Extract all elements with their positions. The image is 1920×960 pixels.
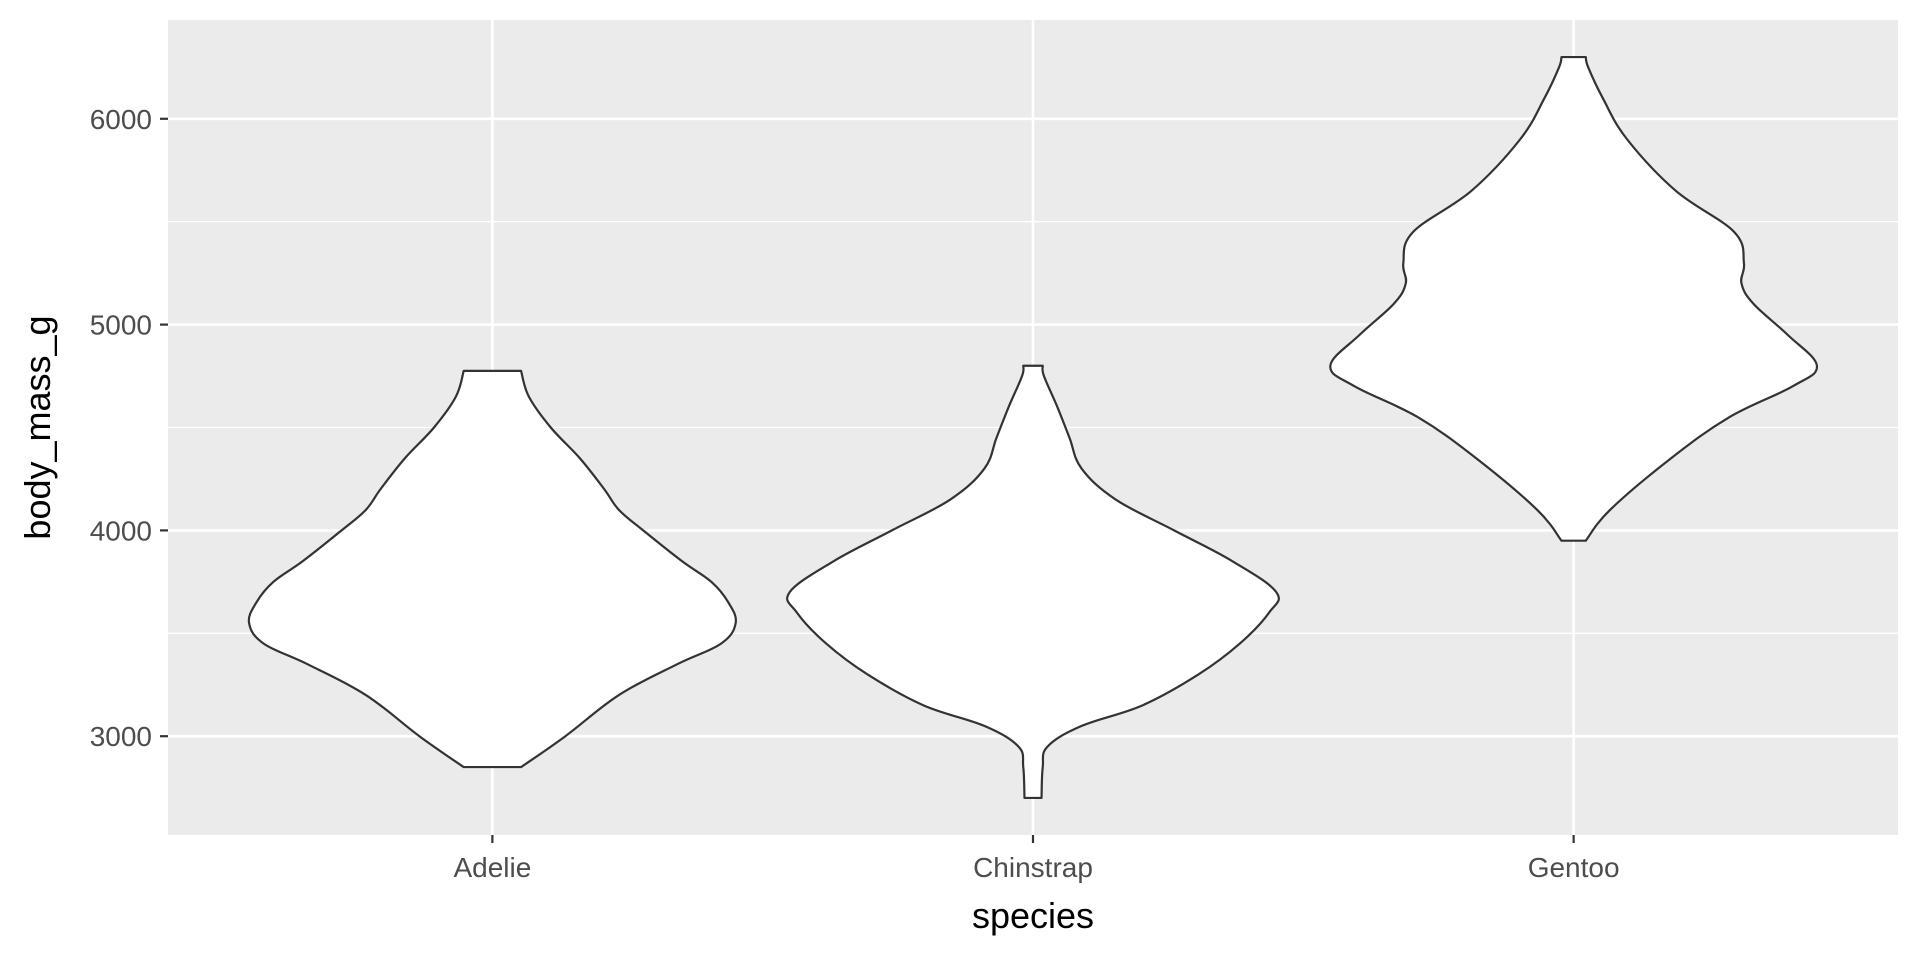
y-tick-label: 3000 (90, 721, 152, 752)
x-tick-label: Gentoo (1528, 852, 1620, 883)
violins (247, 55, 1819, 800)
axes: 3000 4000 5000 6000 Adelie Chinstrap Gentoo (90, 104, 1620, 883)
y-tick-label: 6000 (90, 104, 152, 135)
x-tick-label: Chinstrap (973, 852, 1093, 883)
violin-chinstrap (786, 364, 1280, 800)
y-tick-label: 4000 (90, 515, 152, 546)
y-tick-label: 5000 (90, 310, 152, 341)
violin-gentoo (1329, 55, 1819, 542)
violin-adelie (247, 369, 737, 769)
x-axis-title: species (972, 895, 1094, 936)
x-tick-label: Adelie (453, 852, 531, 883)
y-axis-title: body_mass_g (17, 315, 58, 539)
